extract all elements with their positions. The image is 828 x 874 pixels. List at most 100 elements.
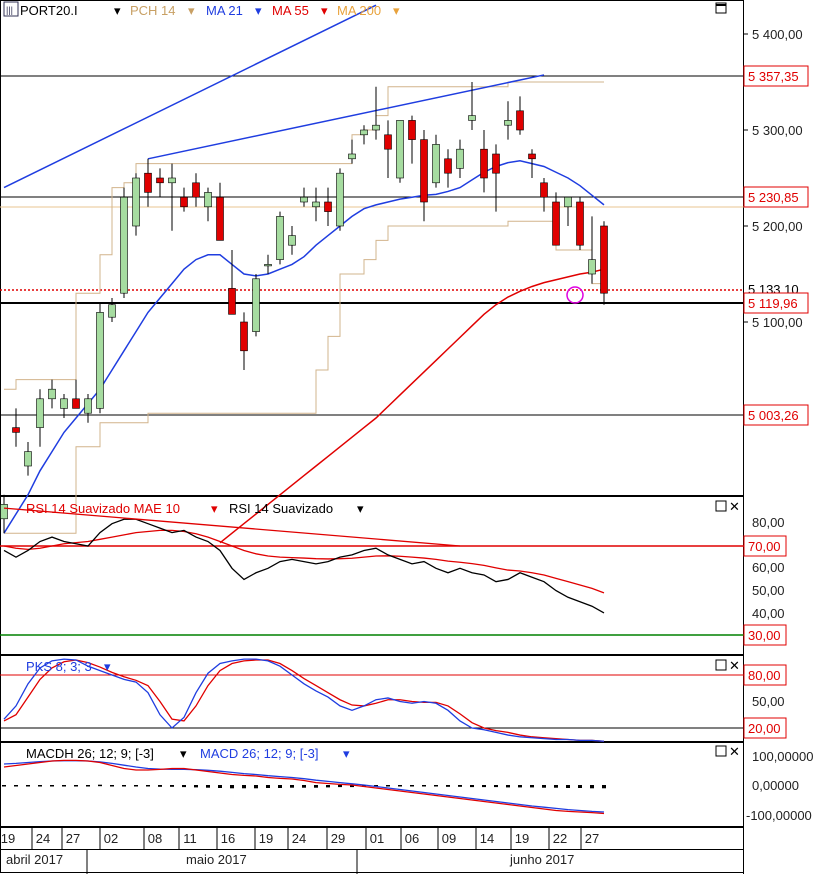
candle-body — [120, 196, 128, 294]
macd-histogram-bar — [218, 785, 222, 788]
candle — [24, 442, 32, 476]
macd-histogram-bar — [470, 785, 474, 788]
legend-dropdown-icon[interactable]: ▾ — [211, 501, 218, 516]
x-tick-label: 11 — [183, 831, 197, 846]
candle — [288, 226, 296, 255]
candle — [264, 254, 272, 274]
legend-instrument[interactable]: PORT20.I — [20, 3, 78, 18]
month-label: abril 2017 — [6, 852, 63, 867]
trendline-1 — [3, 4, 377, 189]
ma21-line — [3, 159, 605, 534]
candle — [408, 115, 416, 164]
macd-histogram-bar — [554, 785, 558, 788]
candle-body — [384, 134, 392, 150]
candle-body — [24, 451, 32, 467]
price-tag: 5 119,96 — [748, 296, 798, 311]
candle — [12, 408, 20, 447]
legend-dropdown-icon[interactable]: ▾ — [114, 3, 121, 18]
instrument-icon[interactable] — [3, 1, 19, 17]
macd-histogram-bar — [350, 785, 354, 788]
legend-ma21[interactable]: MA 21 — [206, 3, 243, 18]
candle — [144, 158, 152, 207]
candle-body — [240, 321, 248, 352]
x-tick-label: 22 — [553, 831, 567, 846]
price-tag: 5 357,35 — [748, 69, 799, 84]
rsi-panel-close-icon[interactable]: ✕ — [729, 499, 740, 514]
stoch-panel-close-icon[interactable]: ✕ — [729, 658, 740, 673]
candlesticks — [0, 82, 608, 534]
candle-body — [600, 225, 608, 294]
macd-histogram-bar — [122, 785, 126, 787]
candle-body — [456, 148, 464, 169]
candle-body — [288, 235, 296, 246]
macd-panel-close-icon[interactable]: ✕ — [729, 744, 740, 759]
legend-dropdown-icon[interactable]: ▾ — [357, 501, 364, 516]
candle-body — [504, 120, 512, 126]
legend-dropdown-icon[interactable]: ▾ — [393, 3, 400, 18]
legend-dropdown-icon[interactable]: ▾ — [180, 746, 187, 761]
price-panel-maximize-icon[interactable] — [715, 2, 727, 14]
x-tick-label: 27 — [66, 831, 80, 846]
macd-legend: MACDH 26; 12; 9; [-3] ▾ MACD 26; 12; 9; … — [26, 746, 350, 761]
candle — [192, 173, 200, 207]
macd-histogram-bar — [338, 785, 342, 788]
candle-body — [72, 398, 80, 409]
pch-lower-line — [4, 220, 605, 534]
stoch-tag: 80,00 — [748, 668, 781, 683]
legend-macdh[interactable]: MACDH 26; 12; 9; [-3] — [26, 746, 154, 761]
price-tick-label: 5 100,00 — [752, 315, 803, 330]
stoch-tick-label: 50,00 — [752, 694, 785, 709]
legend-rsi[interactable]: RSI 14 Suavizado — [229, 501, 333, 516]
rsi-panel-maximize-icon[interactable] — [715, 500, 727, 512]
rsi-y-axis: 80,00 60,00 50,00 40,00 70,00 30,00 — [743, 515, 787, 646]
candle-body — [108, 304, 116, 318]
x-tick-label: 29 — [331, 831, 345, 846]
stoch-panel-maximize-icon[interactable] — [715, 659, 727, 671]
legend-ma55[interactable]: MA 55 — [272, 3, 309, 18]
candle — [240, 312, 248, 370]
candle-body — [312, 201, 320, 208]
legend-dropdown-icon[interactable]: ▾ — [343, 746, 350, 761]
candle — [420, 130, 428, 222]
candle-body — [12, 427, 20, 433]
legend-dropdown-icon[interactable]: ▾ — [188, 3, 195, 18]
x-tick-label: 09 — [442, 831, 456, 846]
legend-rsi-ma[interactable]: RSI 14 Suavizado MAE 10 — [26, 501, 180, 516]
macd-panel-maximize-icon[interactable] — [715, 745, 727, 757]
candle — [96, 302, 104, 414]
legend-dropdown-icon[interactable]: ▾ — [104, 659, 111, 674]
candle — [72, 379, 80, 409]
legend-ma200[interactable]: MA 200 — [337, 3, 381, 18]
candle-body — [432, 144, 440, 184]
candle — [336, 168, 344, 231]
candle — [444, 149, 452, 188]
legend-pch[interactable]: PCH 14 — [130, 3, 176, 18]
macd-histogram-bar — [146, 785, 150, 787]
candle — [372, 86, 380, 140]
legend-dropdown-icon[interactable]: ▾ — [321, 3, 328, 18]
rsi-tick-label: 40,00 — [752, 606, 785, 621]
stoch-k-line — [3, 658, 605, 742]
candle — [600, 221, 608, 305]
candle — [480, 130, 488, 193]
candle-body — [144, 172, 152, 193]
legend-macd[interactable]: MACD 26; 12; 9; [-3] — [200, 746, 319, 761]
legend-dropdown-icon[interactable]: ▾ — [255, 3, 262, 18]
price-tag-box — [743, 65, 809, 87]
candle-body — [60, 398, 68, 409]
candle — [492, 144, 500, 212]
candle-body — [228, 288, 236, 315]
candle-body — [168, 177, 176, 184]
candle-body — [216, 196, 224, 241]
macd-histogram-bar — [494, 785, 498, 788]
macd-histogram-bar — [182, 785, 186, 788]
macd-histogram-bar — [518, 785, 522, 788]
legend-pks[interactable]: PKS 8; 3; 3 — [26, 659, 92, 674]
macd-histogram-bar — [158, 785, 162, 787]
candle-body — [48, 388, 56, 400]
candle — [60, 394, 68, 418]
stoch-tag-box — [743, 664, 787, 686]
macd-signal-line — [3, 760, 605, 813]
macd-histogram-bar — [134, 785, 138, 787]
macd-histogram-bar — [26, 785, 30, 787]
